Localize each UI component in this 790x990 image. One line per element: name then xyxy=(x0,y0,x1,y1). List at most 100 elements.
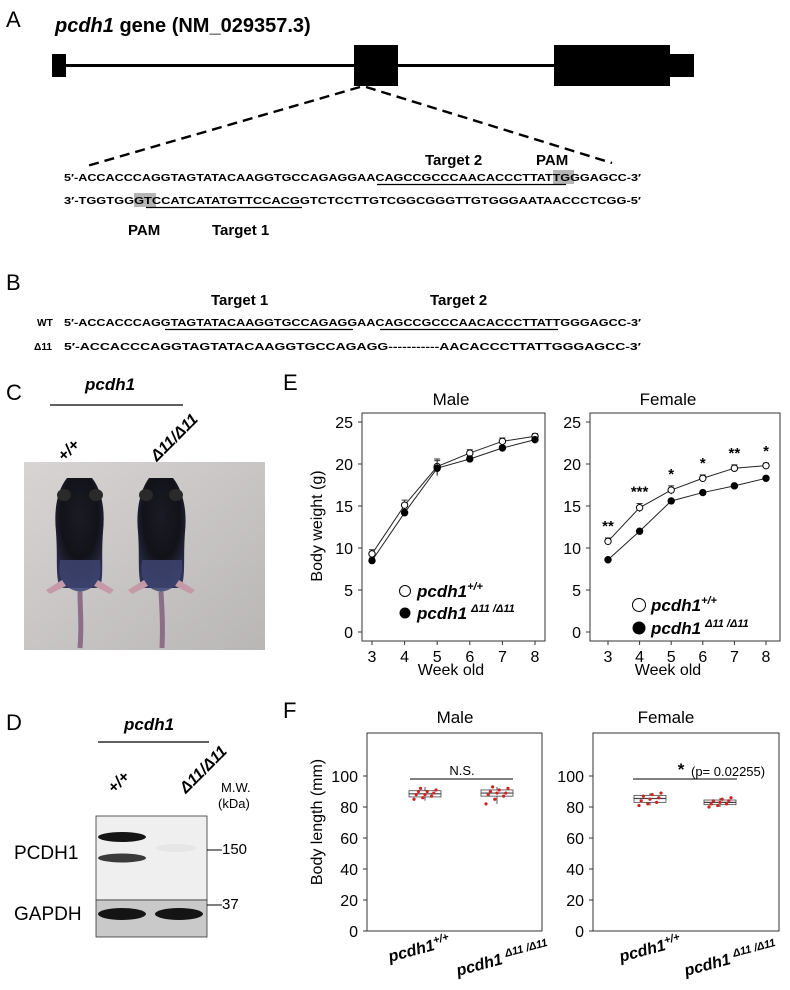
e-female-xtick-label: 7 xyxy=(730,649,739,666)
a-pam-bottom-label: PAM xyxy=(128,222,160,239)
e-female-xtick-label: 6 xyxy=(698,649,707,666)
e-female-point-wt xyxy=(667,486,675,494)
f-female-cat-mut-sup: Δ11 /Δ11 xyxy=(731,937,777,960)
e-male-point-mut xyxy=(466,455,474,463)
panel-label-c: C xyxy=(6,380,22,405)
e-female-significance: * xyxy=(668,466,674,483)
gene-title: pcdh1 gene (NM_029357.3) xyxy=(54,15,311,37)
pcdh1-band-upper xyxy=(98,832,146,842)
mw-label: M.W. xyxy=(221,780,251,795)
e-female-significance: ** xyxy=(602,518,614,535)
f-male-data-point xyxy=(495,791,499,795)
f-female-data-point xyxy=(729,796,733,800)
e-male-point-mut xyxy=(368,556,376,565)
e-female-point-mut xyxy=(699,488,707,497)
f-female-ytick-label: 80 xyxy=(566,800,584,817)
f-male-ytick-label: 100 xyxy=(331,769,358,786)
c-mut-label: Δ11/Δ11 xyxy=(147,411,202,466)
e-female-title: Female xyxy=(640,390,697,409)
gapdh-band-mutant xyxy=(155,908,203,920)
f-female-cat-mut: pcdh1Δ11 /Δ11 xyxy=(681,937,779,980)
western-blot xyxy=(95,815,208,938)
f-male-plot-frame xyxy=(366,732,543,932)
a-pam-top-label: PAM xyxy=(536,152,568,169)
e-male-ytick-label: 0 xyxy=(344,625,353,642)
c-gene-label: pcdh1 xyxy=(84,375,135,394)
f-male-cat-wt: pcdh1+/+ xyxy=(385,931,452,966)
e-female-point-wt xyxy=(699,474,707,482)
d-wt-label: +/+ xyxy=(105,768,133,796)
e-male-ytick-label: 10 xyxy=(335,541,353,558)
f-male-cat-mut-base: pcdh1 xyxy=(454,951,505,980)
e-male-point-mut xyxy=(498,444,507,452)
e-male-point-wt xyxy=(498,437,507,446)
f-female-data-point xyxy=(648,797,652,801)
deletion-sequence: 5′-ACCACCCAGGTAGTATACAAGGTGCCAGAGG------… xyxy=(64,342,642,353)
e-female-xlabel: Week old xyxy=(635,662,701,679)
e-male-xtick-label: 7 xyxy=(498,649,507,666)
utr-3 xyxy=(670,54,694,77)
e-female-plot-frame xyxy=(589,412,781,642)
e-female-point-mut xyxy=(635,527,644,535)
f-male-data-point xyxy=(486,793,490,797)
legend-mut-base-female: pcdh1 xyxy=(650,619,701,638)
f-female-data-point xyxy=(711,799,716,803)
f-female-ytick-label: 60 xyxy=(566,831,584,848)
f-female-data-point xyxy=(637,803,641,808)
e-male-plot-frame xyxy=(361,412,546,642)
f-female-cat-wt-sup: +/+ xyxy=(663,931,682,947)
f-male-data-point xyxy=(412,797,416,801)
f-male-data-point xyxy=(414,793,418,797)
f-male-title: Male xyxy=(437,708,474,727)
e-male-point-mut xyxy=(433,464,441,472)
f-female-data-point xyxy=(716,803,720,808)
f-female-ytick-label: 100 xyxy=(557,769,584,786)
e-male-series-line-mut xyxy=(371,439,536,561)
e-female-legend: pcdh1+/+ pcdh1 Δ11 /Δ11 xyxy=(632,595,749,638)
legend-wt-sup-female: +/+ xyxy=(701,595,717,607)
e-female-xtick-label: 8 xyxy=(762,649,771,666)
pcdh1-band-lower xyxy=(98,853,146,863)
exon-2 xyxy=(354,45,398,86)
e-ylabel: Body weight (g) xyxy=(309,470,326,581)
f-female-ytick-label: 40 xyxy=(566,862,584,879)
e-male-ytick-label: 20 xyxy=(335,457,353,474)
f-ylabel: Body length (mm) xyxy=(309,759,326,885)
e-female-ytick-label: 20 xyxy=(563,457,581,474)
f-female-ytick-label: 0 xyxy=(575,924,584,941)
f-male-data-point xyxy=(497,788,501,792)
f-male-data-point xyxy=(423,793,427,797)
e-female-ytick-label: 25 xyxy=(563,415,581,432)
f-male-data-point xyxy=(488,789,492,794)
e-male-point-wt xyxy=(400,501,409,509)
e-female-xtick-label: 3 xyxy=(604,649,613,666)
f-female-pvalue: (p= 0.02255) xyxy=(691,764,765,779)
e-male-xlabel: Week old xyxy=(418,662,484,679)
f-male-data-point xyxy=(493,797,497,801)
b-target2-label: Target 2 xyxy=(430,292,487,309)
panel-label-d: D xyxy=(6,710,22,735)
e-male-xtick-label: 3 xyxy=(368,649,377,666)
f-male-data-point xyxy=(434,788,438,792)
wt-sequence: 5′-ACCACCCAGGTAGTATACAAGGTGCCAGAGGAACAGC… xyxy=(64,318,642,329)
f-female-data-point xyxy=(718,800,722,804)
f-male-annotation: N.S. xyxy=(449,763,474,778)
e-female-point-mut xyxy=(667,497,675,505)
panel-label-b: B xyxy=(6,270,21,295)
e-male-xtick-label: 4 xyxy=(400,649,409,666)
pam-highlight-bottom xyxy=(134,193,156,207)
f-male-data-point xyxy=(504,791,508,795)
f-female-title: Female xyxy=(638,708,695,727)
zoom-line-right xyxy=(365,85,613,165)
f-female-cat-wt: pcdh1+/+ xyxy=(616,931,683,966)
e-female-ytick-label: 10 xyxy=(563,541,581,558)
f-male-ytick-label: 0 xyxy=(349,924,358,941)
f-female-cat-mut-base: pcdh1 xyxy=(682,951,733,980)
panel-label-f: F xyxy=(283,698,296,723)
e-female-series-line-wt xyxy=(607,465,767,542)
f-female-data-point xyxy=(709,802,713,806)
gene-structure xyxy=(52,45,694,86)
marker-37: —37 xyxy=(207,896,239,913)
